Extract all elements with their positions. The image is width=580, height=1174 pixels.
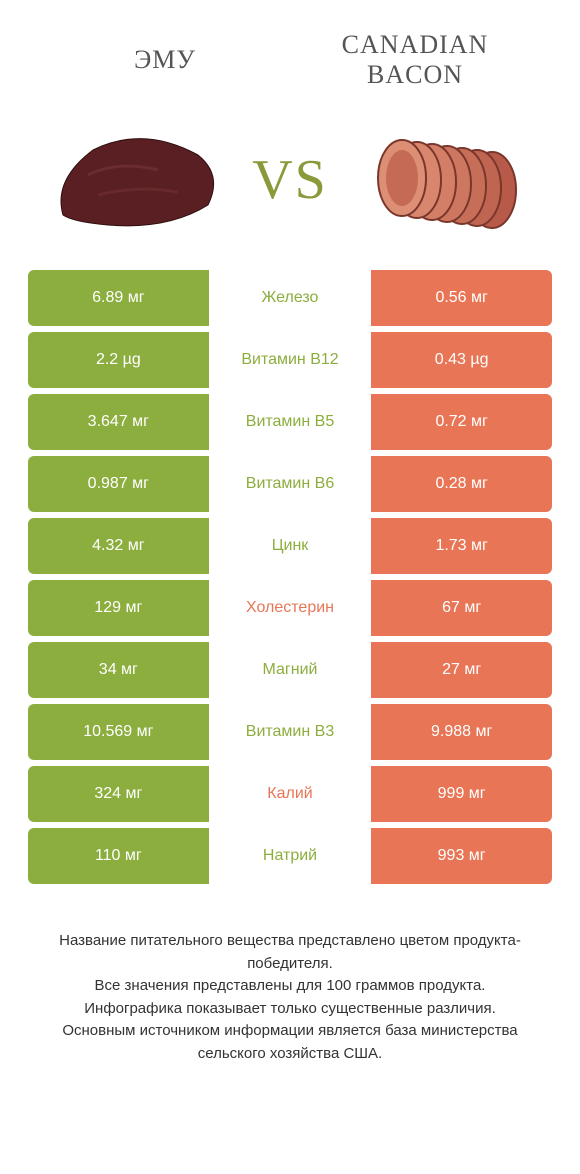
left-product-title: ЭМУ <box>40 45 290 75</box>
table-row: 110 мгНатрий993 мг <box>28 828 552 884</box>
table-row: 4.32 мгЦинк1.73 мг <box>28 518 552 574</box>
nutrient-label: Магний <box>209 642 372 698</box>
left-value-cell: 10.569 мг <box>28 704 209 760</box>
right-value-cell: 0.56 мг <box>371 270 552 326</box>
left-value-cell: 6.89 мг <box>28 270 209 326</box>
canadian-bacon-icon <box>352 120 532 240</box>
vs-label: VS <box>246 148 334 212</box>
table-row: 10.569 мгВитамин B39.988 мг <box>28 704 552 760</box>
infographic-root: ЭМУ CANADIAN BACON VS <box>0 0 580 1174</box>
right-value-cell: 9.988 мг <box>371 704 552 760</box>
right-value-cell: 999 мг <box>371 766 552 822</box>
right-value-cell: 0.72 мг <box>371 394 552 450</box>
table-row: 129 мгХолестерин67 мг <box>28 580 552 636</box>
left-value-cell: 0.987 мг <box>28 456 209 512</box>
header: ЭМУ CANADIAN BACON <box>0 0 580 100</box>
nutrient-label: Натрий <box>209 828 372 884</box>
hero-images-row: VS <box>0 100 580 270</box>
footer-line: Все значения представлены для 100 граммо… <box>30 975 550 998</box>
nutrient-label: Железо <box>209 270 372 326</box>
right-value-cell: 0.43 µg <box>371 332 552 388</box>
left-value-cell: 3.647 мг <box>28 394 209 450</box>
table-row: 324 мгКалий999 мг <box>28 766 552 822</box>
left-value-cell: 34 мг <box>28 642 209 698</box>
header-right: CANADIAN BACON <box>290 30 540 90</box>
right-product-image <box>334 120 550 240</box>
nutrient-label: Витамин B12 <box>209 332 372 388</box>
table-row: 3.647 мгВитамин B50.72 мг <box>28 394 552 450</box>
left-value-cell: 2.2 µg <box>28 332 209 388</box>
emu-meat-icon <box>48 120 228 240</box>
right-value-cell: 27 мг <box>371 642 552 698</box>
comparison-table: 6.89 мгЖелезо0.56 мг 2.2 µgВитамин B120.4… <box>0 270 580 890</box>
table-row: 2.2 µgВитамин B120.43 µg <box>28 332 552 388</box>
nutrient-label: Цинк <box>209 518 372 574</box>
nutrient-label: Холестерин <box>209 580 372 636</box>
nutrient-label: Витамин B6 <box>209 456 372 512</box>
left-value-cell: 4.32 мг <box>28 518 209 574</box>
left-value-cell: 129 мг <box>28 580 209 636</box>
table-row: 6.89 мгЖелезо0.56 мг <box>28 270 552 326</box>
left-value-cell: 110 мг <box>28 828 209 884</box>
header-left: ЭМУ <box>40 45 290 75</box>
right-value-cell: 0.28 мг <box>371 456 552 512</box>
nutrient-label: Витамин B5 <box>209 394 372 450</box>
footer-notes: Название питательного вещества представл… <box>0 890 580 1065</box>
nutrient-label: Калий <box>209 766 372 822</box>
right-value-cell: 1.73 мг <box>371 518 552 574</box>
footer-line: Название питательного вещества представл… <box>30 930 550 975</box>
nutrient-label: Витамин B3 <box>209 704 372 760</box>
footer-line: Основным источником информации является … <box>30 1020 550 1065</box>
footer-line: Инфографика показывает только существенн… <box>30 998 550 1021</box>
right-value-cell: 67 мг <box>371 580 552 636</box>
right-value-cell: 993 мг <box>371 828 552 884</box>
right-product-title: CANADIAN BACON <box>290 30 540 90</box>
table-row: 34 мгМагний27 мг <box>28 642 552 698</box>
table-row: 0.987 мгВитамин B60.28 мг <box>28 456 552 512</box>
left-value-cell: 324 мг <box>28 766 209 822</box>
left-product-image <box>30 120 246 240</box>
